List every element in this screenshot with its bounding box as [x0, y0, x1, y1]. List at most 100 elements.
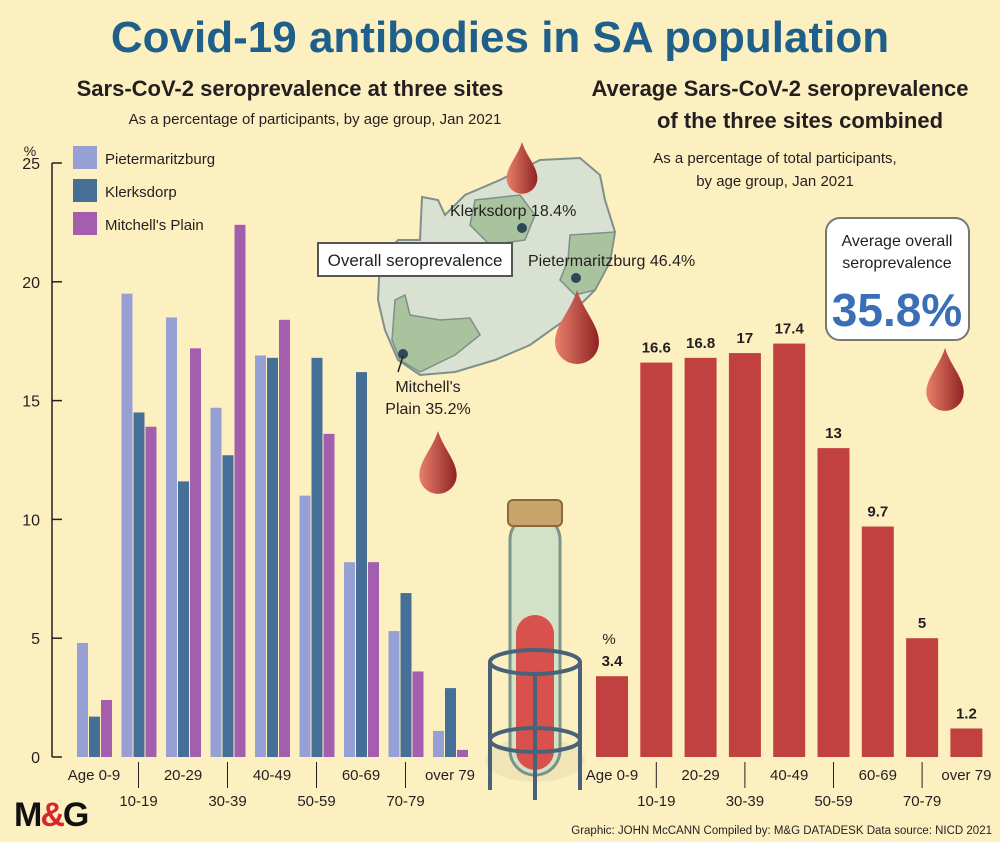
- legend-swatch: [73, 179, 97, 202]
- x-tick-label: 60-69: [859, 767, 897, 784]
- y-tick-label: 5: [31, 631, 40, 648]
- legend-swatch: [73, 212, 97, 235]
- blood-drop-icon: [926, 348, 964, 411]
- legend-label: Pietermaritzburg: [105, 151, 215, 168]
- x-tick-label: 30-39: [726, 793, 764, 810]
- bar-mitchell-s-plain-2: [190, 348, 201, 757]
- bar-klerksdorp-0: [89, 716, 100, 757]
- x-tick-label: 50-59: [297, 793, 335, 810]
- bar-average-1: [640, 362, 673, 757]
- legend-label: Mitchell's Plain: [105, 217, 204, 234]
- data-label: 17: [737, 330, 754, 347]
- bar-average-2: [684, 357, 717, 757]
- x-tick-label: 60-69: [342, 767, 380, 784]
- bar-pietermaritzburg-5: [299, 495, 311, 757]
- test-tube-illustration: [485, 499, 585, 800]
- bar-mitchell-s-plain-0: [101, 699, 112, 757]
- x-tick-label: over 79: [425, 767, 475, 784]
- bar-average-6: [861, 526, 894, 757]
- bar-pietermaritzburg-3: [210, 407, 222, 757]
- mg-logo: M&G: [14, 796, 88, 834]
- right-chart-subtitle-1: As a percentage of total participants,: [653, 150, 896, 167]
- data-label: 5: [918, 615, 926, 632]
- right-chart-subtitle-2: by age group, Jan 2021: [696, 173, 854, 190]
- x-tick-label: 10-19: [119, 793, 157, 810]
- bar-mitchell-s-plain-4: [279, 319, 290, 757]
- bar-mitchell-s-plain-3: [234, 224, 246, 757]
- bar-average-3: [728, 353, 761, 757]
- data-label: 16.6: [642, 340, 671, 357]
- bar-average-7: [906, 638, 939, 757]
- x-tick-label: 20-29: [164, 767, 202, 784]
- bar-mitchell-s-plain-7: [412, 671, 424, 757]
- bar-pietermaritzburg-6: [344, 562, 355, 757]
- mitchells-plain-label-2: Plain 35.2%: [385, 401, 470, 418]
- callout-label-2: seroprevalence: [842, 255, 952, 272]
- x-tick-label: 50-59: [814, 793, 852, 810]
- data-label: 3.4: [602, 653, 624, 670]
- x-tick-label: 20-29: [681, 767, 719, 784]
- data-label: 16.8: [686, 335, 715, 352]
- pietermaritzburg-label: Pietermaritzburg 46.4%: [528, 253, 695, 270]
- bar-mitchell-s-plain-8: [457, 749, 468, 757]
- bar-pietermaritzburg-1: [121, 293, 133, 757]
- bar-klerksdorp-6: [356, 372, 367, 757]
- callout-label-1: Average overall: [842, 233, 953, 250]
- data-label: 17.4: [775, 321, 805, 338]
- x-tick-label: 40-49: [253, 767, 291, 784]
- map-label-box: [317, 242, 513, 277]
- callout-value: 35.8%: [832, 284, 962, 336]
- bar-klerksdorp-5: [311, 357, 323, 757]
- y-tick-label: 15: [22, 394, 40, 411]
- south-africa-map: Overall seroprevalence Klerksdorp 18.4% …: [317, 156, 695, 418]
- bar-pietermaritzburg-2: [166, 317, 177, 757]
- left-y-unit: %: [24, 143, 36, 159]
- average-callout: Average overall seroprevalence 35.8%: [825, 217, 970, 341]
- credits: Graphic: JOHN McCANN Compiled by: M&G DA…: [571, 825, 992, 837]
- bar-mitchell-s-plain-5: [323, 433, 335, 757]
- mitchells-plain-label-1: Mitchell's: [395, 379, 460, 396]
- pietermaritzburg-marker: [571, 273, 581, 283]
- y-tick-label: 10: [22, 512, 40, 529]
- bar-average-5: [817, 448, 850, 757]
- x-tick-label: Age 0-9: [68, 767, 121, 784]
- left-chart-title: Sars-CoV-2 seroprevalence at three sites: [77, 76, 504, 101]
- legend-swatch: [73, 146, 97, 169]
- y-tick-label: 20: [22, 275, 40, 292]
- x-tick-label: over 79: [941, 767, 991, 784]
- bar-mitchell-s-plain-6: [368, 562, 379, 757]
- bar-average-8: [950, 728, 983, 757]
- klerksdorp-label: Klerksdorp 18.4%: [450, 203, 576, 220]
- x-tick-label: 40-49: [770, 767, 808, 784]
- x-tick-label: 70-79: [386, 793, 424, 810]
- data-label: 1.2: [956, 705, 977, 722]
- map-label: Overall seroprevalence: [328, 251, 503, 270]
- bar-klerksdorp-4: [267, 357, 278, 757]
- data-label: 9.7: [867, 504, 888, 521]
- x-tick-label: 70-79: [903, 793, 941, 810]
- bar-pietermaritzburg-4: [255, 355, 266, 757]
- bar-average-4: [773, 343, 806, 757]
- bar-pietermaritzburg-8: [433, 730, 444, 757]
- mitchells-plain-marker: [398, 349, 408, 359]
- right-unit-label: %: [602, 631, 615, 648]
- bar-average-0: [596, 676, 628, 757]
- right-chart-title-2: of the three sites combined: [657, 108, 943, 133]
- main-title: Covid-19 antibodies in SA population: [111, 13, 889, 62]
- right-chart-title-1: Average Sars-CoV-2 seroprevalence: [591, 76, 968, 101]
- bar-klerksdorp-3: [222, 455, 234, 757]
- blood-drop-icon: [419, 431, 457, 494]
- bar-klerksdorp-7: [400, 593, 412, 757]
- blood-drop-icon: [506, 142, 538, 194]
- bar-mitchell-s-plain-1: [145, 426, 157, 757]
- klerksdorp-marker: [517, 223, 527, 233]
- x-tick-label: 30-39: [208, 793, 246, 810]
- x-tick-label: 10-19: [637, 793, 675, 810]
- bar-klerksdorp-2: [178, 481, 189, 757]
- legend-label: Klerksdorp: [105, 184, 177, 201]
- bar-klerksdorp-8: [445, 688, 456, 757]
- y-tick-label: 0: [31, 750, 40, 767]
- x-tick-label: Age 0-9: [586, 767, 639, 784]
- data-label: 13: [825, 425, 842, 442]
